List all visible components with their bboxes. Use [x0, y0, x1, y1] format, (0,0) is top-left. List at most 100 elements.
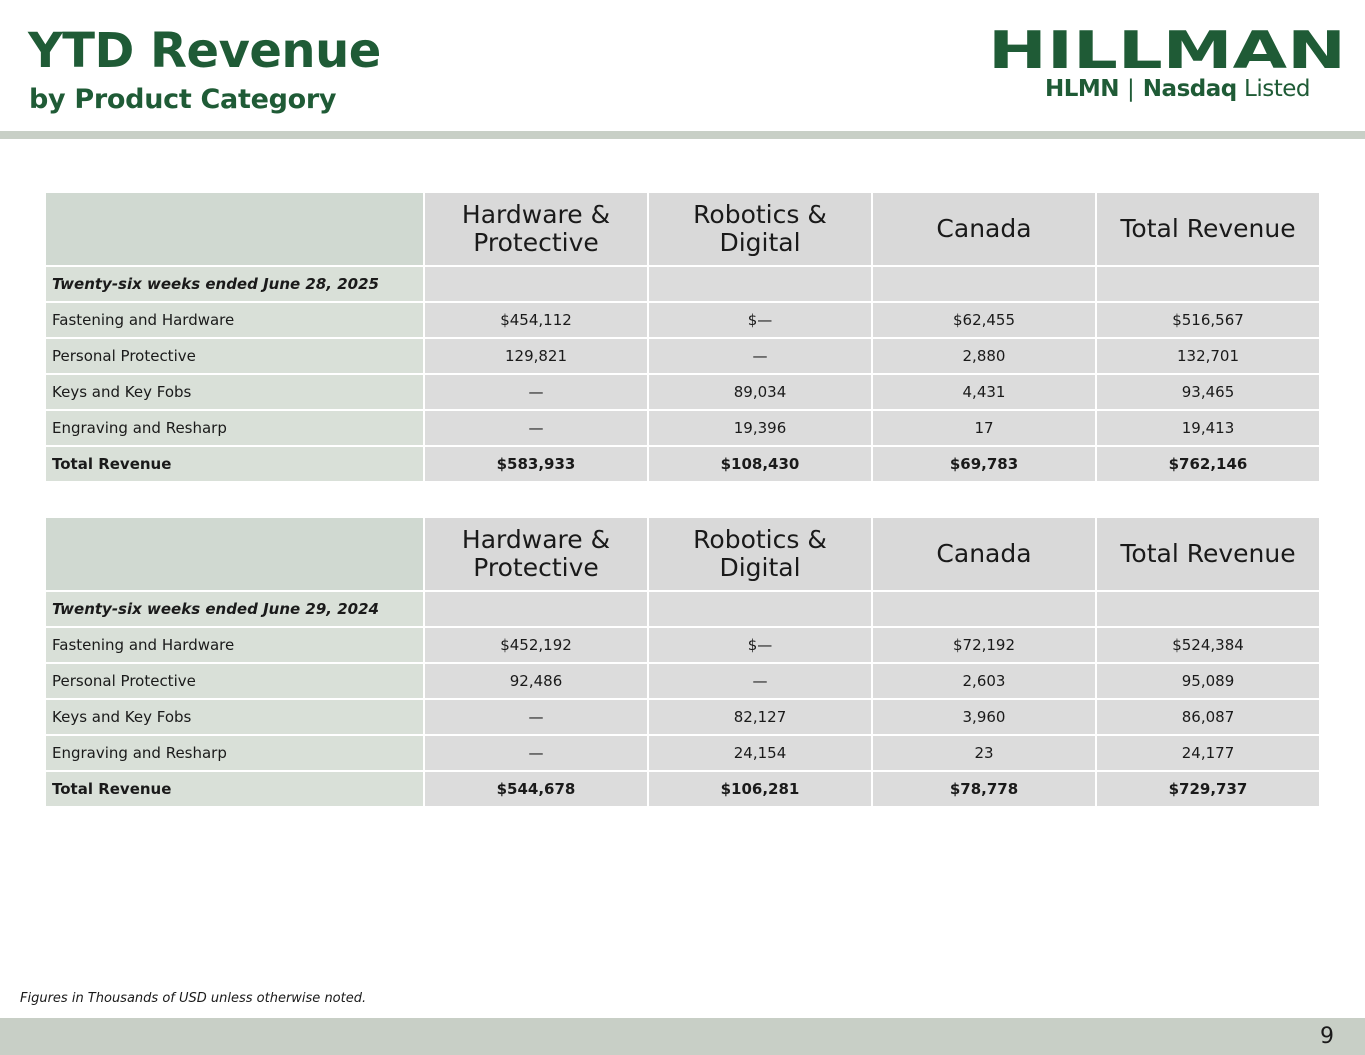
table-cell: 2,880	[873, 339, 1095, 373]
row-label: Personal Protective	[46, 664, 423, 698]
column-header-robotics-digital: Robotics & Digital	[649, 518, 871, 590]
row-label: Fastening and Hardware	[46, 628, 423, 662]
revenue-table-2024: Hardware & Protective Robotics & Digital C…	[44, 516, 1321, 808]
column-header-total-revenue: Total Revenue	[1097, 193, 1319, 265]
table-cell: $—	[649, 628, 871, 662]
column-header-line: Canada	[936, 539, 1032, 568]
table-cell: 23	[873, 736, 1095, 770]
column-header-total-revenue: Total Revenue	[1097, 518, 1319, 590]
row-label: Keys and Key Fobs	[46, 375, 423, 409]
row-label: Engraving and Resharp	[46, 736, 423, 770]
row-label: Engraving and Resharp	[46, 411, 423, 445]
table-cell: 17	[873, 411, 1095, 445]
logo-listed: Listed	[1244, 76, 1310, 102]
table-cell: —	[649, 339, 871, 373]
table-row: Keys and Key Fobs — 89,034 4,431 93,465	[46, 375, 1319, 409]
total-cell: $108,430	[649, 447, 871, 481]
table-cell: $516,567	[1097, 303, 1319, 337]
period-label: Twenty-six weeks ended June 29, 2024	[46, 592, 423, 626]
table-cell: 24,154	[649, 736, 871, 770]
total-cell: $78,778	[873, 772, 1095, 806]
table-cell: 2,603	[873, 664, 1095, 698]
table-cell: 19,396	[649, 411, 871, 445]
table-cell: —	[425, 375, 647, 409]
row-label: Fastening and Hardware	[46, 303, 423, 337]
table-row: Engraving and Resharp — 19,396 17 19,413	[46, 411, 1319, 445]
table-cell: 132,701	[1097, 339, 1319, 373]
row-label: Keys and Key Fobs	[46, 700, 423, 734]
logo-separator: |	[1127, 76, 1135, 102]
column-header-line: Robotics &	[693, 200, 827, 229]
header-corner-cell	[46, 193, 423, 265]
table-cell: 93,465	[1097, 375, 1319, 409]
table-cell: $72,192	[873, 628, 1095, 662]
table-cell: —	[425, 736, 647, 770]
header-divider	[0, 131, 1365, 139]
table-cell: 24,177	[1097, 736, 1319, 770]
table-cell: $452,192	[425, 628, 647, 662]
row-label: Personal Protective	[46, 339, 423, 373]
page-number: 9	[1320, 1024, 1334, 1049]
total-cell: $106,281	[649, 772, 871, 806]
empty-cell	[1097, 592, 1319, 626]
table-cell: —	[649, 664, 871, 698]
page-title: YTD Revenue	[28, 23, 381, 79]
empty-cell	[873, 267, 1095, 301]
table-header-row: Hardware & Protective Robotics & Digital C…	[46, 518, 1319, 590]
table-row: Personal Protective 129,821 — 2,880 132,…	[46, 339, 1319, 373]
column-header-hardware-protective: Hardware & Protective	[425, 518, 647, 590]
table-cell: 86,087	[1097, 700, 1319, 734]
total-row: Total Revenue $583,933 $108,430 $69,783 …	[46, 447, 1319, 481]
empty-cell	[425, 267, 647, 301]
column-header-line: Canada	[936, 214, 1032, 243]
table-row: Fastening and Hardware $454,112 $— $62,4…	[46, 303, 1319, 337]
table-row: Keys and Key Fobs — 82,127 3,960 86,087	[46, 700, 1319, 734]
hillman-logo: HILLMAN HLMN | Nasdaq Listed	[988, 24, 1348, 108]
logo-listing-line: HLMN | Nasdaq Listed	[988, 74, 1310, 104]
table-cell: $524,384	[1097, 628, 1319, 662]
logo-ticker: HLMN	[1045, 76, 1120, 102]
table-cell: $454,112	[425, 303, 647, 337]
logo-wordmark-text: HILLMAN	[988, 24, 1346, 74]
column-header-line: Digital	[719, 228, 801, 257]
table-cell: 95,089	[1097, 664, 1319, 698]
table-row: Personal Protective 92,486 — 2,603 95,08…	[46, 664, 1319, 698]
table-row: Engraving and Resharp — 24,154 23 24,177	[46, 736, 1319, 770]
empty-cell	[425, 592, 647, 626]
total-cell: $544,678	[425, 772, 647, 806]
total-row: Total Revenue $544,678 $106,281 $78,778 …	[46, 772, 1319, 806]
revenue-table-2025: Hardware & Protective Robotics & Digital C…	[44, 191, 1321, 483]
footer-bar: 9	[0, 1018, 1365, 1055]
total-cell: $729,737	[1097, 772, 1319, 806]
table-header-row: Hardware & Protective Robotics & Digital C…	[46, 193, 1319, 265]
header-corner-cell	[46, 518, 423, 590]
footnote: Figures in Thousands of USD unless other…	[20, 991, 367, 1006]
table-cell: 82,127	[649, 700, 871, 734]
column-header-canada: Canada	[873, 518, 1095, 590]
table-row: Fastening and Hardware $452,192 $— $72,1…	[46, 628, 1319, 662]
empty-cell	[649, 592, 871, 626]
empty-cell	[873, 592, 1095, 626]
total-label: Total Revenue	[46, 772, 423, 806]
period-label: Twenty-six weeks ended June 28, 2025	[46, 267, 423, 301]
table-cell: 4,431	[873, 375, 1095, 409]
column-header-hardware-protective: Hardware & Protective	[425, 193, 647, 265]
table-cell: 3,960	[873, 700, 1095, 734]
column-header-line: Hardware &	[461, 200, 611, 229]
column-header-canada: Canada	[873, 193, 1095, 265]
column-header-line: Digital	[719, 553, 801, 582]
column-header-line: Robotics &	[693, 525, 827, 554]
empty-cell	[649, 267, 871, 301]
column-header-robotics-digital: Robotics & Digital	[649, 193, 871, 265]
table-cell: 92,486	[425, 664, 647, 698]
total-cell: $583,933	[425, 447, 647, 481]
period-row: Twenty-six weeks ended June 28, 2025	[46, 267, 1319, 301]
table-cell: $—	[649, 303, 871, 337]
total-cell: $762,146	[1097, 447, 1319, 481]
total-label: Total Revenue	[46, 447, 423, 481]
period-row: Twenty-six weeks ended June 29, 2024	[46, 592, 1319, 626]
table-cell: 89,034	[649, 375, 871, 409]
hillman-wordmark: HILLMAN	[988, 24, 1346, 74]
table-cell: —	[425, 411, 647, 445]
column-header-line: Hardware &	[461, 525, 611, 554]
